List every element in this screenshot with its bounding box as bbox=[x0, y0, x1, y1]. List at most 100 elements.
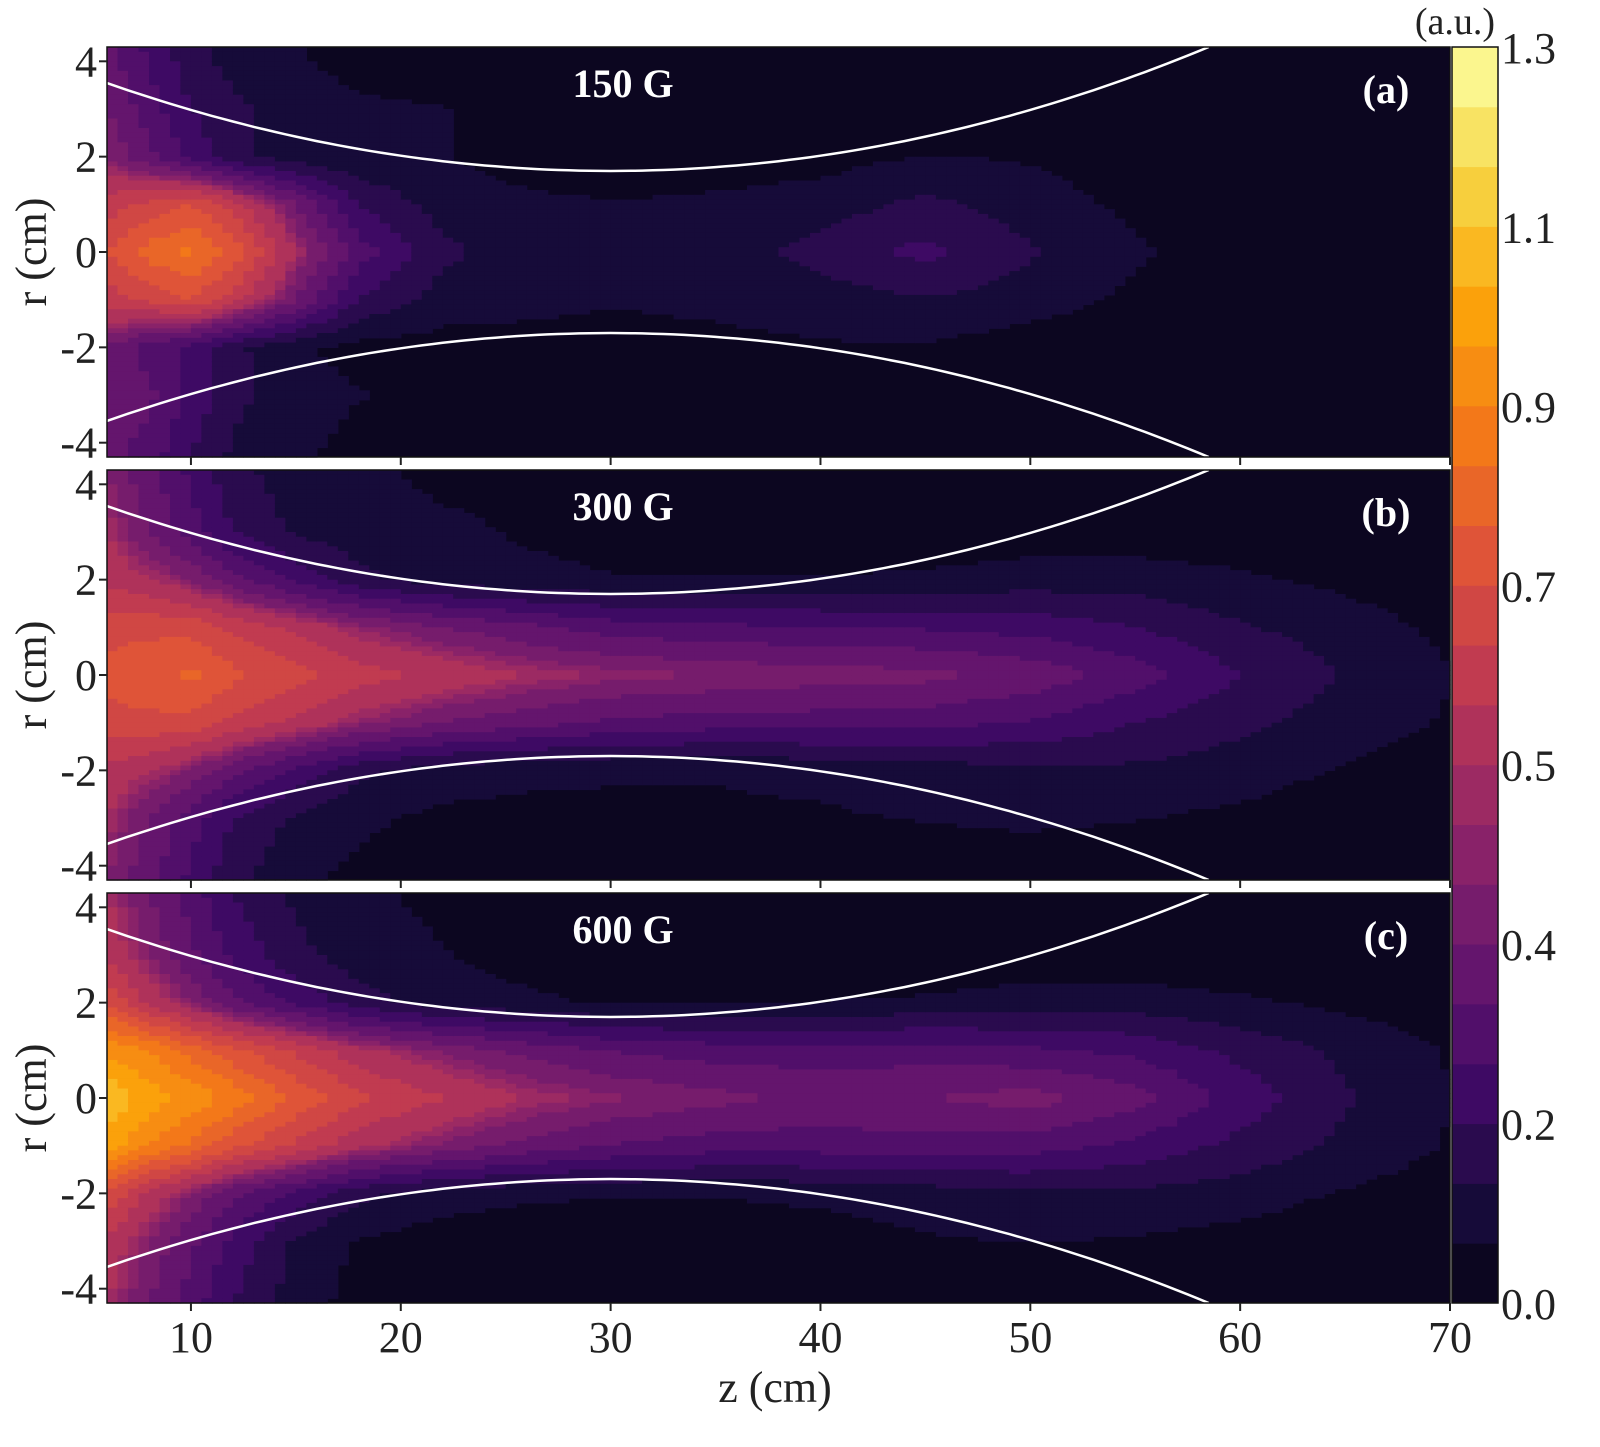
contour-cell bbox=[232, 70, 244, 77]
contour-cell bbox=[998, 166, 1010, 172]
contour-cell bbox=[516, 223, 528, 229]
contour-cell bbox=[411, 309, 423, 315]
contour-cell bbox=[190, 442, 202, 449]
contour-cell bbox=[1009, 271, 1021, 277]
contour-cell bbox=[306, 151, 318, 158]
contour-cell bbox=[789, 247, 801, 253]
contour-cell bbox=[558, 218, 570, 224]
contour-cell bbox=[159, 875, 171, 881]
contour-cell bbox=[558, 247, 570, 253]
contour-cell bbox=[274, 94, 286, 101]
contour-cell bbox=[726, 209, 738, 215]
contour-cell bbox=[1072, 199, 1084, 205]
contour-cell bbox=[211, 199, 223, 205]
contour-cell bbox=[274, 290, 286, 296]
contour-cell bbox=[264, 404, 276, 410]
contour-cell bbox=[1051, 294, 1063, 301]
contour-cell bbox=[1019, 190, 1031, 196]
contour-cell bbox=[170, 651, 182, 657]
contour-cell bbox=[159, 832, 171, 838]
contour-cell bbox=[1103, 256, 1115, 263]
contour-cell bbox=[358, 109, 370, 115]
contour-cell bbox=[631, 280, 643, 286]
contour-cell bbox=[107, 209, 119, 215]
contour-cell bbox=[285, 442, 297, 449]
contour-cell bbox=[474, 237, 486, 244]
contour-cell bbox=[432, 285, 444, 291]
contour-cell bbox=[1019, 166, 1031, 172]
contour-cell bbox=[316, 113, 328, 120]
contour-cell bbox=[914, 242, 926, 248]
contour-cell bbox=[421, 271, 433, 277]
contour-cell bbox=[222, 323, 234, 329]
contour-cell bbox=[904, 166, 916, 172]
contour-cell bbox=[967, 280, 979, 286]
contour-cell bbox=[421, 232, 433, 239]
contour-cell bbox=[128, 536, 140, 543]
contour-cell bbox=[442, 232, 454, 239]
contour-cell bbox=[1072, 285, 1084, 291]
contour-cell bbox=[117, 875, 129, 881]
contour-cell bbox=[295, 409, 307, 415]
contour-cell bbox=[726, 285, 738, 291]
contour-cell bbox=[327, 171, 339, 177]
contour-cell bbox=[400, 151, 412, 158]
contour-cell bbox=[1040, 242, 1052, 248]
contour-cell bbox=[442, 190, 454, 196]
contour-cell bbox=[180, 80, 192, 86]
contour-cell bbox=[211, 166, 223, 172]
contour-cell bbox=[736, 266, 748, 272]
contour-cell bbox=[180, 342, 192, 348]
contour-cell bbox=[831, 242, 843, 248]
contour-cell bbox=[1040, 247, 1052, 253]
contour-cell bbox=[348, 175, 360, 182]
contour-cell bbox=[107, 275, 119, 282]
contour-cell bbox=[484, 247, 496, 253]
contour-cell bbox=[642, 294, 654, 301]
contour-cell bbox=[998, 256, 1010, 263]
contour-cell bbox=[211, 361, 223, 368]
contour-cell bbox=[600, 275, 612, 282]
contour-cell bbox=[306, 180, 318, 186]
contour-cell bbox=[841, 318, 853, 325]
contour-cell bbox=[128, 70, 140, 77]
contour-cell bbox=[149, 775, 161, 781]
contour-cell bbox=[631, 223, 643, 229]
contour-cell bbox=[128, 813, 140, 819]
contour-cell bbox=[883, 285, 895, 291]
contour-cell bbox=[537, 223, 549, 229]
contour-cell bbox=[411, 213, 423, 220]
contour-cell bbox=[946, 232, 958, 239]
contour-cell bbox=[956, 309, 968, 315]
contour-cell bbox=[925, 185, 937, 191]
contour-cell bbox=[568, 194, 580, 201]
contour-cell bbox=[201, 385, 213, 391]
contour-cell bbox=[253, 142, 265, 148]
contour-cell bbox=[149, 70, 161, 77]
contour-cell bbox=[956, 314, 968, 320]
contour-cell bbox=[621, 261, 633, 267]
contour-cell bbox=[138, 118, 150, 124]
contour-cell bbox=[243, 75, 255, 81]
contour-cell bbox=[904, 247, 916, 253]
contour-cell bbox=[841, 242, 853, 248]
contour-cell bbox=[1040, 218, 1052, 224]
contour-cell bbox=[295, 347, 307, 353]
contour-cell bbox=[956, 290, 968, 296]
contour-cell bbox=[893, 309, 905, 315]
contour-cell bbox=[201, 266, 213, 272]
contour-cell bbox=[1061, 294, 1073, 301]
contour-cell bbox=[841, 285, 853, 291]
contour-cell bbox=[516, 185, 528, 191]
contour-cell bbox=[453, 285, 465, 291]
contour-cell bbox=[872, 294, 884, 301]
contour-cell bbox=[253, 51, 265, 58]
contour-cell bbox=[893, 299, 905, 306]
contour-cell bbox=[316, 190, 328, 196]
contour-cell bbox=[149, 347, 161, 353]
contour-cell bbox=[736, 261, 748, 267]
contour-cell bbox=[107, 765, 119, 771]
contour-cell bbox=[778, 318, 790, 325]
contour-cell bbox=[316, 376, 328, 382]
contour-cell bbox=[652, 304, 664, 310]
